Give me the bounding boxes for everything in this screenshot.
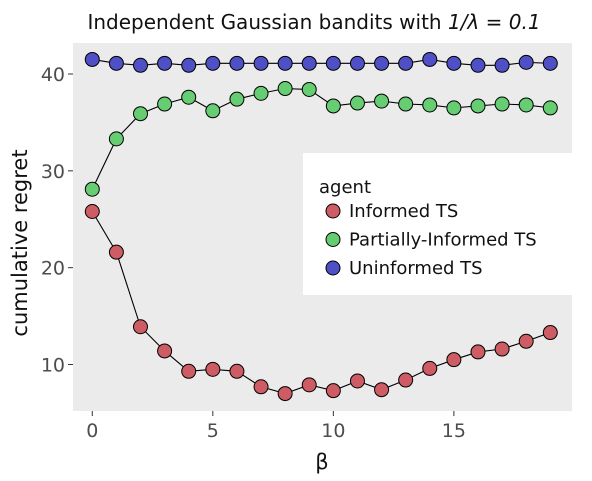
chart-title-prefix: Independent Gaussian bandits with	[87, 10, 448, 34]
data-point	[205, 55, 221, 71]
data-point	[518, 97, 534, 113]
legend-marker	[325, 203, 341, 219]
data-point	[542, 100, 558, 116]
data-point	[277, 81, 293, 97]
x-tick-label: 5	[207, 420, 219, 442]
y-axis: 10 20 30 40	[41, 64, 73, 377]
legend-label: Partially-Informed TS	[349, 230, 537, 251]
data-point	[229, 363, 245, 379]
data-point	[374, 382, 390, 398]
data-point	[108, 131, 124, 147]
legend: agent Informed TS Partially-Informed TS Un…	[303, 153, 572, 295]
data-point	[518, 54, 534, 70]
data-point	[470, 344, 486, 360]
legend-marker	[325, 260, 341, 276]
data-point	[398, 96, 414, 112]
data-point	[253, 85, 269, 101]
data-point	[422, 360, 438, 376]
data-point	[157, 343, 173, 359]
data-point	[181, 89, 197, 105]
data-point	[374, 93, 390, 109]
data-point	[84, 204, 100, 220]
y-axis-label: cumulative regret	[8, 149, 32, 336]
data-point	[229, 55, 245, 71]
legend-marker	[325, 232, 341, 247]
legend-title: agent	[319, 177, 371, 198]
data-point	[108, 244, 124, 260]
data-point	[84, 181, 100, 197]
data-point	[446, 352, 462, 368]
data-point	[301, 55, 317, 71]
legend-label: Informed TS	[349, 201, 458, 222]
data-point	[494, 57, 510, 73]
data-point	[277, 55, 293, 71]
legend-label: Uninformed TS	[349, 258, 483, 279]
data-point	[301, 377, 317, 393]
data-point	[470, 57, 486, 73]
data-point	[84, 51, 100, 67]
data-point	[446, 100, 462, 116]
data-point	[542, 325, 558, 341]
data-point	[349, 373, 365, 389]
y-tick-label: 20	[41, 258, 65, 280]
data-point	[325, 55, 341, 71]
data-point	[301, 81, 317, 97]
y-tick-label: 30	[41, 161, 65, 183]
y-tick-label: 40	[41, 64, 65, 86]
data-point	[349, 95, 365, 111]
y-tick-label: 10	[41, 355, 65, 377]
data-point	[374, 55, 390, 71]
chart-title: Independent Gaussian bandits with 1/λ = …	[87, 10, 540, 34]
chart-title-math: 1/λ = 0.1	[448, 10, 541, 34]
data-point	[494, 341, 510, 357]
data-point	[157, 55, 173, 71]
data-point	[181, 57, 197, 73]
data-point	[422, 97, 438, 113]
x-tick-label: 0	[86, 420, 98, 442]
data-point	[157, 96, 173, 112]
data-point	[132, 319, 148, 335]
data-point	[349, 55, 365, 71]
data-point	[132, 106, 148, 122]
data-point	[253, 55, 269, 71]
data-point	[422, 51, 438, 67]
data-point	[205, 361, 221, 377]
data-point	[108, 55, 124, 71]
x-tick-label: 10	[321, 420, 345, 442]
data-point	[205, 103, 221, 119]
data-point	[132, 57, 148, 73]
data-point	[494, 96, 510, 112]
data-point	[229, 91, 245, 107]
data-point	[325, 383, 341, 399]
data-point	[398, 372, 414, 388]
x-tick-label: 15	[442, 420, 466, 442]
legend-box	[303, 153, 572, 295]
data-point	[325, 98, 341, 114]
x-axis: 0 5 10 15	[86, 411, 466, 442]
data-point	[277, 386, 293, 402]
data-point	[446, 55, 462, 71]
data-point	[518, 333, 534, 349]
data-point	[253, 379, 269, 395]
data-point	[542, 55, 558, 71]
data-point	[398, 55, 414, 71]
series-layer	[84, 51, 558, 402]
data-point	[470, 98, 486, 114]
data-point	[181, 363, 197, 379]
x-axis-label: β	[315, 450, 328, 474]
